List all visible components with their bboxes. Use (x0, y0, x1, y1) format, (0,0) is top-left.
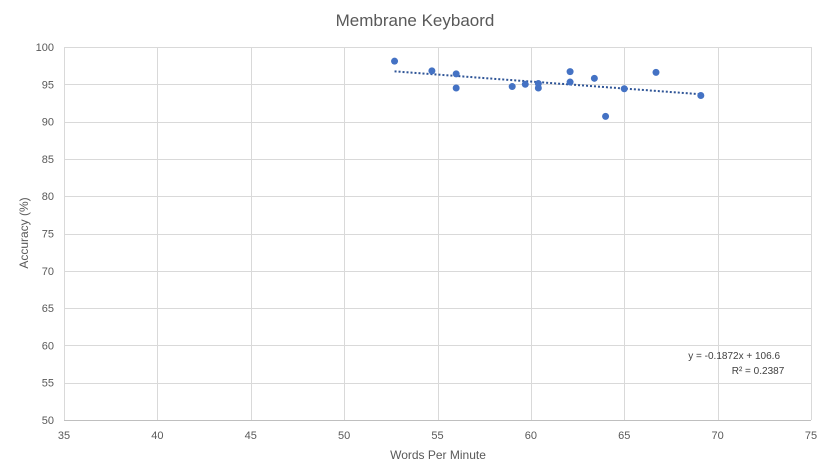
data-point (566, 68, 574, 76)
trendline-r-squared: R² = 0.2387 (732, 366, 785, 377)
x-tick-label: 55 (431, 430, 443, 442)
trendline-layer (394, 70, 701, 96)
x-axis-title: Words Per Minute (390, 448, 486, 462)
data-point (452, 84, 460, 92)
data-point (508, 83, 516, 91)
y-tick-label: 95 (42, 79, 54, 91)
y-axis-title: Accuracy (%) (17, 197, 31, 268)
x-tick-label: 45 (245, 430, 257, 442)
x-tick-label: 60 (525, 430, 537, 442)
y-tick-label: 100 (36, 42, 54, 54)
y-tick-label: 60 (42, 340, 54, 352)
data-point (652, 68, 660, 76)
x-tick-label: 40 (151, 430, 163, 442)
y-tick-label: 90 (42, 117, 54, 129)
y-tick-label: 75 (42, 229, 54, 241)
y-tick-label: 80 (42, 191, 54, 203)
axes: 35 40 45 50 55 60 65 70 75 50 55 60 65 70 75 80 85 90 95 10… (36, 42, 817, 442)
data-point (391, 57, 399, 65)
y-tick-label: 55 (42, 378, 54, 390)
trendline (394, 70, 701, 96)
data-point (697, 91, 705, 99)
x-tick-label: 50 (338, 430, 350, 442)
x-tick-label: 75 (805, 430, 817, 442)
data-point (428, 67, 436, 75)
x-tick-label: 65 (618, 430, 630, 442)
data-point (620, 85, 628, 93)
data-point (602, 112, 610, 120)
data-point (452, 70, 460, 78)
trendline-equation: y = -0.1872x + 106.6 (688, 351, 780, 362)
data-point (521, 80, 529, 88)
y-tick-label: 70 (42, 266, 54, 278)
y-tick-label: 50 (42, 415, 54, 427)
y-tick-label: 65 (42, 303, 54, 315)
x-tick-label: 35 (58, 430, 70, 442)
data-point (566, 78, 574, 86)
data-points (391, 57, 705, 120)
data-point (534, 84, 542, 92)
y-tick-label: 85 (42, 154, 54, 166)
x-tick-label: 70 (712, 430, 724, 442)
chart-title: Membrane Keybaord (336, 11, 495, 30)
data-point (590, 74, 598, 82)
